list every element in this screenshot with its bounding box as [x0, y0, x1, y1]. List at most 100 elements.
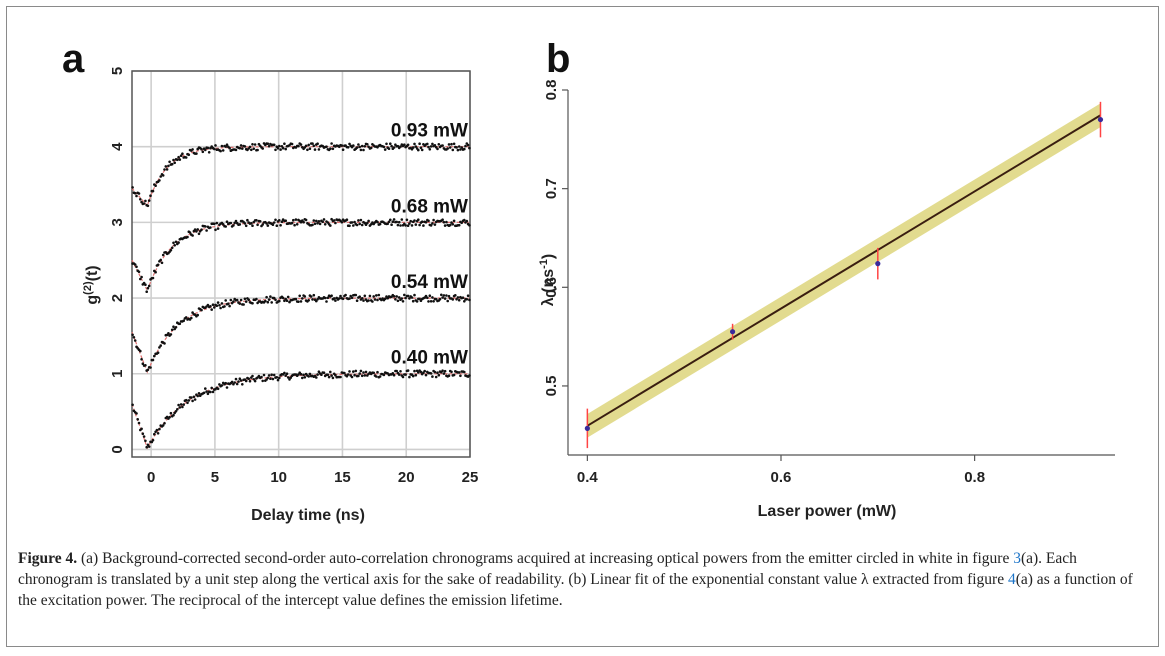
panel-a-data-point: [234, 148, 238, 152]
panel-a-data-point: [251, 374, 254, 378]
panel-a-data-point: [366, 221, 369, 225]
panel-a-data-point: [429, 145, 433, 148]
panel-a-data-point: [131, 403, 134, 407]
panel-a-ytick-label: 2: [109, 294, 126, 302]
panel-a-data-point: [139, 198, 142, 201]
panel-a-data-point: [404, 373, 407, 376]
caption-ref-1[interactable]: 3: [1013, 550, 1021, 567]
panel-a-data-point: [309, 295, 313, 298]
panel-a-data-point: [364, 370, 368, 374]
panel-a-data-point: [312, 144, 316, 148]
panel-a-data-point: [260, 375, 263, 379]
panel-a-data-point: [149, 194, 152, 197]
panel-a-data-point: [316, 298, 319, 301]
panel-a-data-point: [133, 263, 137, 266]
panel-a-data-point: [325, 145, 328, 148]
panel-a-data-point: [363, 145, 367, 148]
panel-a-data-point: [429, 224, 433, 227]
panel-a-data-point: [418, 223, 421, 227]
panel-a-data-point: [346, 146, 350, 149]
panel-a-data-point: [266, 142, 270, 145]
panel-a-data-point: [359, 369, 363, 373]
panel-a-data-point: [320, 373, 323, 377]
panel-a-data-point: [409, 219, 413, 223]
panel-a-data-point: [280, 220, 284, 223]
panel-a-data-point: [429, 300, 433, 303]
panel-a-data-point: [340, 220, 344, 224]
panel-a-data-point: [232, 224, 235, 227]
panel-a-data-point: [284, 374, 288, 377]
panel-a-data-point: [326, 373, 330, 377]
panel-a-data-point: [392, 373, 396, 377]
panel-a-data-point: [248, 145, 252, 149]
panel-a-data-point: [468, 374, 471, 377]
panel-a-data-point: [311, 223, 314, 227]
panel-a-data-point: [205, 390, 208, 393]
panel-a-data-point: [429, 372, 433, 375]
panel-a-data-point: [246, 218, 249, 222]
panel-a-data-point: [308, 147, 312, 150]
panel-a-xtick-label: 15: [334, 469, 351, 486]
panel-a-data-point: [224, 145, 227, 148]
panel-a-data-point: [186, 401, 189, 405]
panel-a-data-point: [447, 294, 451, 298]
panel-a-data-point: [359, 218, 363, 222]
panel-a-data-point: [443, 224, 447, 227]
panel-a-data-point: [415, 300, 419, 303]
panel-a-data-point: [334, 299, 337, 302]
panel-a-data-point: [267, 374, 271, 377]
panel-a-data-point: [353, 373, 356, 377]
panel-a-data-point: [397, 373, 401, 376]
panel-a-data-point: [369, 146, 373, 150]
panel-a-data-point: [238, 302, 242, 305]
panel-a-data-point: [133, 339, 137, 342]
panel-a-data-point: [348, 297, 351, 300]
panel-a-xtick-label: 0: [147, 469, 155, 486]
panel-a-data-point: [179, 154, 183, 157]
panel-a-data-point: [160, 261, 164, 265]
panel-a-data-point: [269, 377, 272, 381]
panel-a-data-point: [392, 295, 396, 298]
panel-a-data-point: [452, 219, 456, 223]
panel-a-data-point: [266, 224, 270, 227]
panel-a-data-point: [311, 142, 314, 145]
panel-a-data-point: [233, 221, 236, 225]
panel-a-data-point: [460, 221, 464, 225]
panel-a-data-point: [312, 219, 316, 222]
panel-a-data-point: [179, 403, 183, 406]
panel-a-data-point: [420, 220, 424, 223]
panel-a-data-point: [250, 222, 253, 225]
panel-a-data-point: [297, 373, 300, 376]
panel-a-data-point: [359, 148, 363, 152]
panel-a-data-point: [454, 294, 457, 297]
panel-a-data-point: [135, 265, 138, 269]
panel-a-data-point: [229, 221, 233, 225]
panel-a-data-point: [367, 219, 370, 223]
panel-a-data-point: [403, 293, 406, 297]
panel-a-data-point: [417, 218, 420, 221]
panel-a-data-point: [456, 296, 460, 299]
panel-a-data-point: [441, 369, 444, 373]
panel-a-data-point: [276, 378, 280, 382]
caption-ref-2[interactable]: 4: [1007, 571, 1016, 588]
panel-a-data-point: [161, 174, 165, 177]
panel-a-data-point: [283, 371, 286, 375]
panel-a-data-point: [146, 286, 150, 290]
panel-a-data-point: [334, 221, 337, 225]
panel-a-data-point: [406, 143, 410, 147]
panel-a-data-point: [209, 305, 212, 308]
panel-a-data-point: [427, 219, 430, 223]
panel-a-data-point: [391, 220, 395, 223]
panel-a-data-point: [445, 220, 448, 224]
panel-b-xtick-label: 0.8: [964, 469, 985, 486]
panel-a-data-point: [252, 147, 256, 151]
panel-a-data-point: [438, 297, 442, 301]
panel-a-data-point: [248, 379, 252, 383]
panel-a-data-point: [457, 371, 461, 374]
panel-a-data-point: [455, 146, 458, 149]
panel-a-data-point: [432, 218, 435, 222]
panel-a-data-point: [383, 148, 387, 151]
panel-a-data-point: [325, 300, 328, 303]
panel-a-data-point: [396, 223, 400, 227]
